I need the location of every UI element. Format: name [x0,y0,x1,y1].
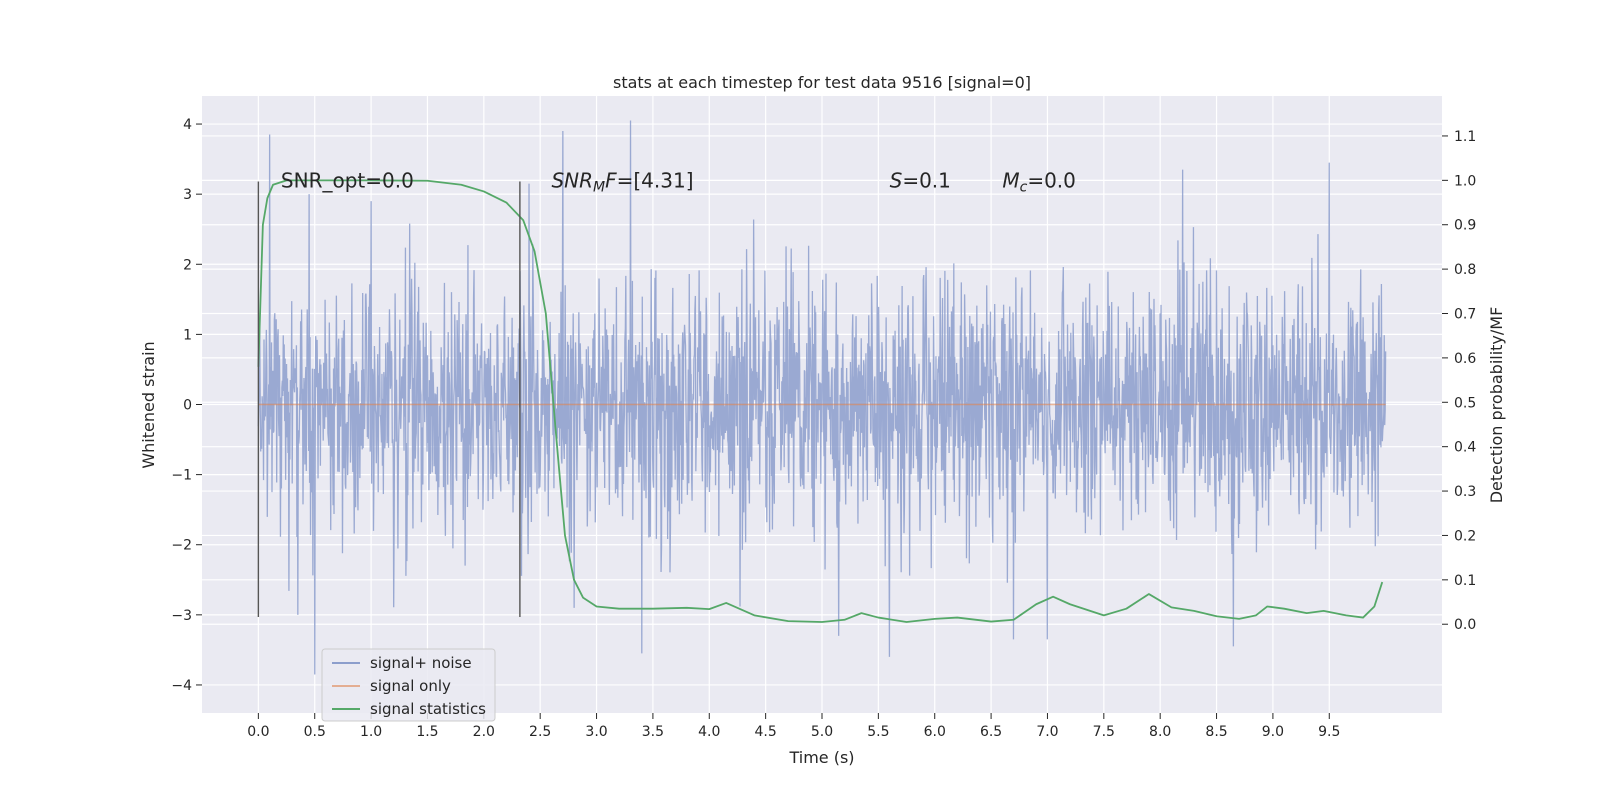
x-tick-label-8: 4.0 [698,724,720,740]
x-tick-label-13: 6.5 [980,724,1002,740]
legend-label-signal-noise: signal+ noise [370,654,472,672]
x-tick-label-4: 2.0 [473,724,495,740]
left-tick-label-0: −4 [171,678,192,694]
x-tick-label-16: 8.0 [1149,724,1171,740]
series-layer [257,120,1387,675]
series-signal-noise [257,120,1387,675]
right-tick-label-10: 1.0 [1454,173,1476,189]
legend-label-signal-only: signal only [370,677,451,695]
right-axis-label: Detection probability/MF [1487,307,1506,504]
right-tick-label-8: 0.8 [1454,262,1476,278]
left-axis-ticks: −4 −3 −2 −1 0 1 2 3 4 [171,117,202,694]
right-tick-label-0: 0.0 [1454,617,1476,633]
x-tick-label-11: 5.5 [867,724,889,740]
legend-label-signal-statistics: signal statistics [370,700,486,718]
x-axis-label: Time (s) [788,748,854,767]
marker-lines [257,181,521,617]
left-tick-label-4: 0 [183,398,192,414]
annotation-1: SNRMF=[4.31] [551,169,693,196]
x-axis-ticks: 0.0 0.5 1.0 1.5 2.0 2.5 3.0 3.5 4.0 4.5 5.0 5.5 6.0 6… [247,713,1340,740]
left-axis-label: Whitened strain [139,341,158,468]
annotation-3: Mc=0.0 [1002,169,1076,196]
annotations: SNR_opt=0.0 SNRMF=[4.31] S=0.1 Mc=0.0 [281,169,1076,196]
x-tick-label-6: 3.0 [585,724,607,740]
series-signal-statistics [257,179,1384,623]
right-tick-label-7: 0.7 [1454,307,1476,323]
x-tick-label-15: 7.5 [1093,724,1115,740]
right-tick-label-1: 0.1 [1454,573,1476,589]
x-tick-label-14: 7.0 [1036,724,1058,740]
x-tick-label-12: 6.0 [924,724,946,740]
left-tick-label-3: −1 [171,468,192,484]
x-tick-label-18: 9.0 [1262,724,1284,740]
right-tick-label-4: 0.4 [1454,440,1476,456]
x-tick-label-0: 0.0 [247,724,269,740]
x-tick-label-3: 1.5 [416,724,438,740]
x-tick-label-5: 2.5 [529,724,551,740]
annotation-0: SNR_opt=0.0 [281,169,414,193]
x-tick-label-2: 1.0 [360,724,382,740]
left-tick-label-8: 4 [183,117,192,133]
x-tick-label-1: 0.5 [304,724,326,740]
left-tick-label-2: −2 [171,538,192,554]
right-tick-label-3: 0.3 [1454,484,1476,500]
left-tick-label-6: 2 [183,257,192,273]
left-tick-label-5: 1 [183,327,192,343]
chart-title: stats at each timestep for test data 951… [613,73,1031,92]
right-axis-ticks: 0.0 0.1 0.2 0.3 0.4 0.5 0.6 0.7 0.8 0.9 1.0 1.1 [1442,129,1476,633]
left-tick-label-7: 3 [183,187,192,203]
legend: signal+ noise signal only signal statist… [321,648,496,722]
annotation-2: S=0.1 [890,169,951,193]
right-tick-label-6: 0.6 [1454,351,1476,367]
right-tick-label-9: 0.9 [1454,218,1476,234]
x-tick-label-10: 5.0 [811,724,833,740]
right-tick-label-11: 1.1 [1454,129,1476,145]
legend-box [321,648,496,722]
x-tick-label-9: 4.5 [755,724,777,740]
x-tick-label-17: 8.5 [1205,724,1227,740]
left-tick-label-1: −3 [171,608,192,624]
right-tick-label-5: 0.5 [1454,395,1476,411]
x-tick-label-7: 3.5 [642,724,664,740]
x-tick-label-19: 9.5 [1318,724,1340,740]
right-tick-label-2: 0.2 [1454,528,1476,544]
